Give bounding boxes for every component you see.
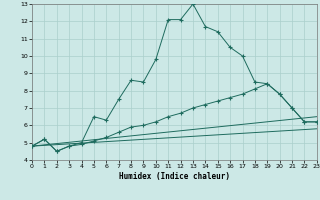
X-axis label: Humidex (Indice chaleur): Humidex (Indice chaleur) xyxy=(119,172,230,181)
